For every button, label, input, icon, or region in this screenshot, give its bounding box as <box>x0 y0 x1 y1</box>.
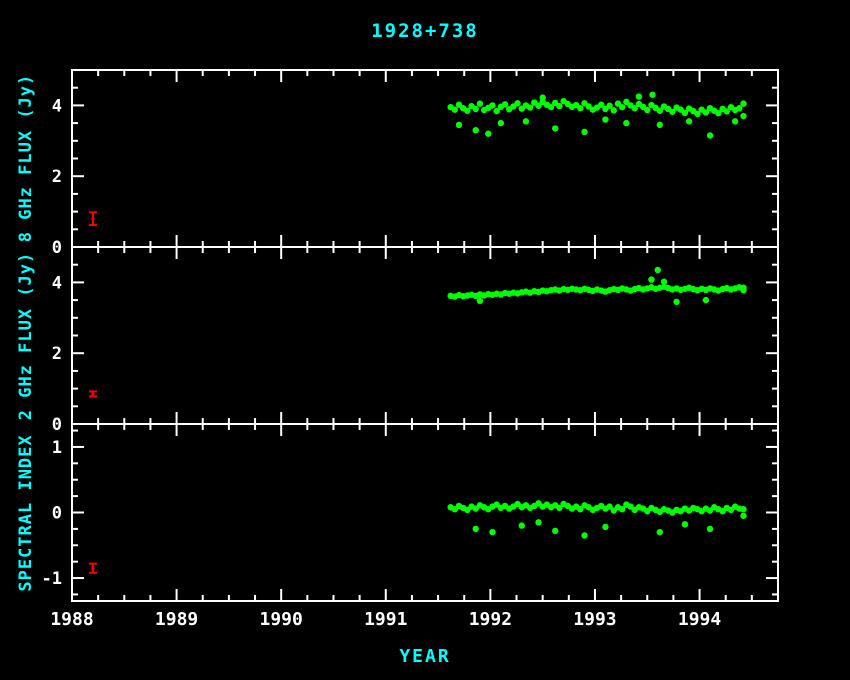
svg-text:0: 0 <box>52 415 62 435</box>
svg-text:2: 2 <box>52 344 62 364</box>
svg-text:1994: 1994 <box>678 609 722 630</box>
svg-text:1992: 1992 <box>469 609 512 630</box>
x-axis-label: YEAR <box>399 646 451 667</box>
svg-text:1991: 1991 <box>364 609 407 630</box>
svg-text:4: 4 <box>52 273 62 293</box>
svg-text:0: 0 <box>52 238 62 258</box>
figure-title: 1928+738 <box>371 20 479 42</box>
svg-text:1: 1 <box>52 438 62 458</box>
svg-text:-1: -1 <box>42 569 62 589</box>
svg-text:1989: 1989 <box>155 609 198 630</box>
svg-text:2: 2 <box>52 167 62 187</box>
svg-text:1990: 1990 <box>260 609 303 630</box>
svg-text:4: 4 <box>52 96 62 116</box>
svg-text:1993: 1993 <box>573 609 616 630</box>
svg-text:0: 0 <box>52 504 62 524</box>
svg-text:1988: 1988 <box>50 609 93 630</box>
